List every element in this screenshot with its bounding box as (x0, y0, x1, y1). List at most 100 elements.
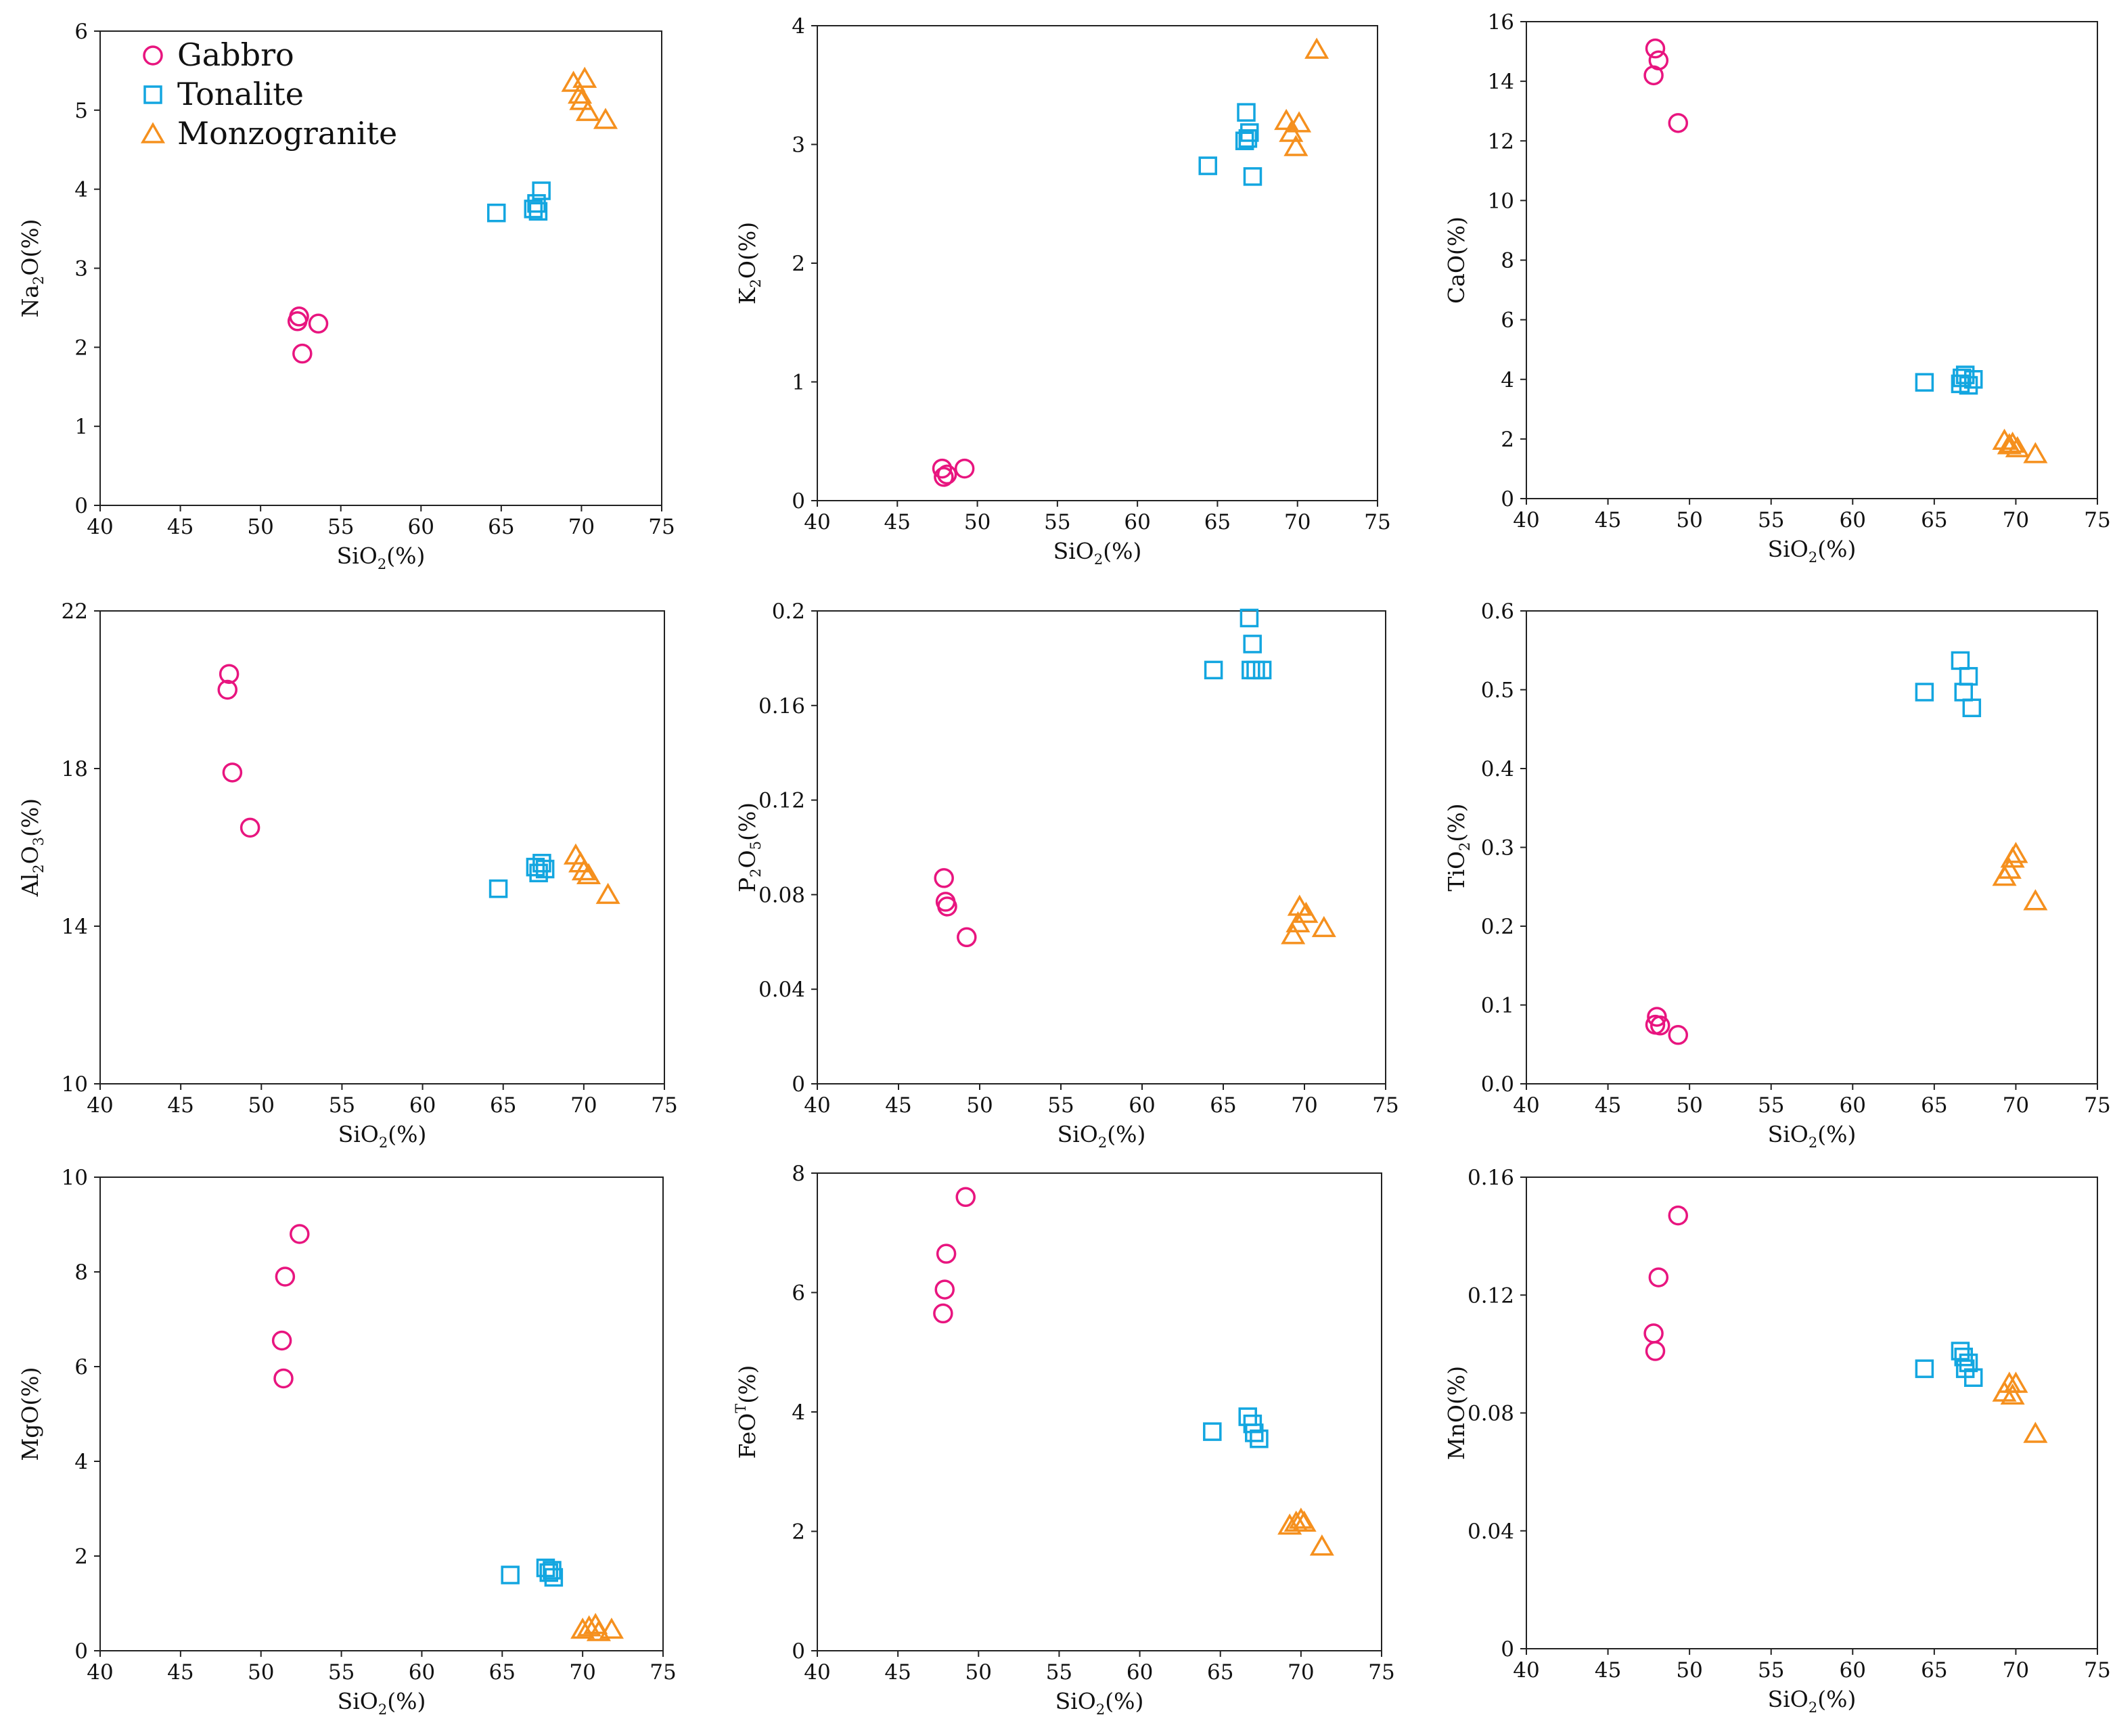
x-axis-label: SiO2(%) (1058, 1121, 1146, 1151)
x-tick-label: 40 (804, 1093, 830, 1118)
y-tick-label: 0 (1501, 1637, 1514, 1662)
x-tick-label: 40 (87, 515, 113, 539)
x-tick-label: 70 (2003, 1093, 2029, 1118)
x-tick-label: 60 (1840, 1658, 1866, 1683)
y-tick-label: 0 (1501, 487, 1514, 511)
data-point-gabbro (1668, 1205, 1689, 1226)
data-point-tonalite (1250, 1429, 1269, 1448)
y-axis-label: TiO2(%) (1443, 803, 1473, 891)
x-tick-label: 50 (248, 1660, 274, 1685)
y-tick-label: 0.4 (1481, 757, 1514, 781)
y-tick-label: 0.6 (1481, 599, 1514, 624)
x-tick-label: 70 (1284, 510, 1311, 534)
y-axis-label: Al2O3(%) (17, 798, 47, 897)
data-point-gabbro (954, 458, 975, 479)
x-tick-label: 55 (1046, 1660, 1072, 1685)
data-point-gabbro (289, 306, 309, 327)
x-tick-label: 75 (648, 515, 675, 539)
data-point-monzogranite (572, 66, 597, 88)
x-tick-label: 60 (408, 515, 434, 539)
data-point-gabbro (222, 762, 243, 783)
data-point-tonalite (1963, 370, 1983, 389)
x-tick-label: 70 (2003, 508, 2029, 532)
data-point-gabbro (217, 679, 237, 700)
x-tick-label: 50 (247, 515, 273, 539)
y-tick-label: 5 (74, 99, 88, 123)
legend-marker-monzogranite (140, 122, 166, 143)
data-point-monzogranite (576, 863, 601, 885)
y-axis-label: P2O5(%) (734, 802, 764, 892)
data-point-gabbro (308, 313, 329, 334)
plot-frame (817, 610, 1386, 1084)
y-axis-label: FeOT(%) (733, 1365, 760, 1459)
x-tick-label: 70 (1288, 1660, 1314, 1685)
y-tick-label: 16 (1488, 10, 1514, 35)
data-point-monzogranite (2005, 436, 2030, 457)
data-point-tonalite (1915, 373, 1934, 392)
data-point-tonalite (488, 879, 508, 898)
y-tick-label: 6 (74, 20, 88, 44)
x-tick-label: 75 (2084, 508, 2110, 532)
x-tick-label: 40 (1513, 508, 1539, 532)
data-point-gabbro (292, 343, 313, 364)
data-point-tonalite (532, 854, 551, 873)
data-point-tonalite (544, 1568, 564, 1587)
data-point-tonalite (1204, 660, 1223, 680)
x-tick-label: 65 (1921, 1093, 1947, 1118)
chart-panel-5: 40 45 50 55 60 65 70 75 0 0.04 0.08 0.12 0.16 0.2 SiO2… (734, 599, 1399, 1151)
data-point-monzogranite (1277, 1513, 1302, 1535)
data-point-gabbro (275, 1266, 296, 1287)
x-tick-label: 65 (1207, 1660, 1233, 1685)
x-tick-label: 55 (1044, 510, 1070, 534)
y-tick-label: 0 (792, 489, 805, 513)
y-tick-label: 0 (74, 494, 88, 518)
x-tick-label: 50 (1676, 508, 1702, 532)
y-tick-label: 8 (1501, 249, 1514, 273)
y-tick-label: 10 (1488, 189, 1514, 213)
x-tick-label: 45 (167, 1660, 194, 1685)
x-axis-label: SiO2(%) (1768, 1121, 1857, 1151)
data-point-monzogranite (2023, 1421, 2048, 1443)
data-point-gabbro (936, 1243, 957, 1264)
y-tick-label: 2 (792, 1520, 805, 1545)
data-point-gabbro (1668, 113, 1689, 133)
y-tick-label: 4 (74, 1450, 88, 1474)
x-axis-label: SiO2(%) (338, 1688, 426, 1718)
x-tick-label: 70 (568, 515, 595, 539)
x-tick-label: 75 (2084, 1093, 2110, 1118)
data-point-monzogranite (2003, 842, 2028, 863)
x-tick-label: 65 (1921, 1658, 1947, 1683)
x-tick-label: 50 (1676, 1658, 1702, 1683)
x-tick-label: 40 (1513, 1658, 1539, 1683)
plot-frame (817, 25, 1378, 501)
data-point-gabbro (240, 817, 260, 838)
x-tick-label: 40 (804, 1660, 830, 1685)
data-point-tonalite (1962, 698, 1982, 718)
chart-panel-4: 40 45 50 55 60 65 70 75 10 14 18 22 SiO2(%) Al2O3(%) (17, 599, 678, 1151)
x-tick-label: 65 (1210, 1093, 1236, 1118)
y-tick-label: 0.1 (1481, 994, 1514, 1018)
y-tick-label: 3 (792, 133, 805, 158)
x-tick-label: 45 (885, 1093, 911, 1118)
x-tick-label: 40 (804, 510, 830, 534)
x-axis-label: SiO2(%) (1768, 1686, 1857, 1716)
data-point-monzogranite (1292, 1510, 1317, 1532)
data-point-gabbro (219, 664, 240, 684)
data-point-monzogranite (2023, 889, 2048, 911)
data-point-gabbro (955, 1187, 976, 1208)
legend-marker-tonalite (143, 85, 162, 104)
data-point-monzogranite (599, 1617, 624, 1639)
y-tick-label: 3 (74, 257, 88, 281)
x-tick-label: 55 (327, 515, 354, 539)
data-point-monzogranite (1283, 135, 1309, 156)
y-tick-label: 10 (62, 1166, 88, 1190)
chart-panel-3: 40 45 50 55 60 65 70 75 0 2 4 6 8 10 12 14 16 SiO2(%) CaO(… (1443, 10, 2111, 566)
y-tick-label: 0 (74, 1639, 88, 1664)
data-point-tonalite (528, 202, 548, 221)
x-tick-label: 55 (328, 1660, 355, 1685)
y-tick-label: 14 (62, 915, 88, 939)
data-point-monzogranite (595, 882, 620, 905)
data-point-tonalite (1240, 608, 1259, 628)
data-point-gabbro (1645, 1341, 1666, 1361)
x-tick-label: 45 (884, 1660, 911, 1685)
